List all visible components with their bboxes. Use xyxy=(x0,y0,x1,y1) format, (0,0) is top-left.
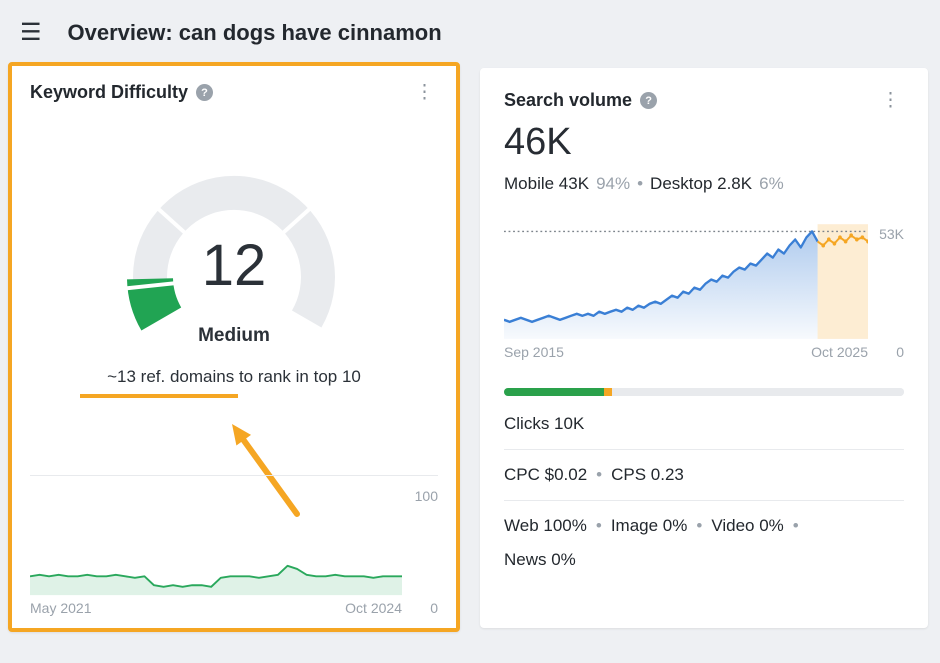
kd-difficulty-label: Medium xyxy=(198,325,270,346)
kd-value: 12 xyxy=(201,233,267,298)
divider xyxy=(504,500,904,501)
sv-peak-label: 53K xyxy=(879,226,904,242)
kd-x-axis-start: May 2021 xyxy=(30,600,92,616)
sv-x-axis: Sep 2015 Oct 2025 xyxy=(504,344,868,362)
bullet-separator: • xyxy=(696,516,703,535)
web-percent: Web 100% xyxy=(504,516,587,535)
kd-x-axis-end: Oct 2024 xyxy=(345,600,402,616)
clicks-value: Clicks 10K xyxy=(504,414,585,433)
forecast-band xyxy=(817,224,868,339)
bullet-separator: • xyxy=(596,465,603,484)
mobile-percent: 94% xyxy=(596,174,631,193)
sv-chart-area-fill xyxy=(504,231,818,339)
clicks-bar-segment-no-click xyxy=(612,388,904,396)
sv-card-title: Search volume xyxy=(504,90,633,110)
image-percent: Image 0% xyxy=(610,516,688,535)
bullet-separator: • xyxy=(637,174,644,193)
kd-ref-domains-note: ~13 ref. domains to rank in top 10 xyxy=(30,367,438,398)
bullet-separator: • xyxy=(792,516,799,535)
desktop-volume: Desktop 2.8K xyxy=(650,174,753,193)
search-volume-value: 46K xyxy=(504,121,572,163)
kd-chart-area-fill xyxy=(30,565,402,596)
serp-types-row: Web 100% • Image 0% • Video 0% • xyxy=(504,516,904,536)
kd-x-axis: May 2021 Oct 2024 xyxy=(30,600,402,618)
help-icon[interactable]: ? xyxy=(640,92,658,109)
sv-y-axis-min: 0 xyxy=(896,344,904,360)
annotation-underline xyxy=(80,394,238,398)
divider xyxy=(504,449,904,450)
page-title: Overview: can dogs have cinnamon xyxy=(67,20,442,45)
serp-types-row-2: News 0% xyxy=(504,550,904,570)
kd-history-chart xyxy=(30,564,402,596)
search-volume-card: Search volume ? ⋮ 46K Mobile 43K 94% • D… xyxy=(480,68,928,628)
cps-value: CPS 0.23 xyxy=(611,465,684,484)
gauge-segment-separators xyxy=(124,201,318,291)
gauge-track-arc xyxy=(133,176,335,328)
search-volume-chart xyxy=(504,224,868,339)
cpc-value: CPC $0.02 xyxy=(504,465,588,484)
gauge-value-arc xyxy=(127,277,182,331)
kebab-menu-icon[interactable]: ⋮ xyxy=(881,90,900,111)
news-percent: News 0% xyxy=(504,550,576,569)
kd-gauge: 12 Medium xyxy=(104,165,364,365)
sv-history-section: 53K Sep 2015 Oct 2025 0 xyxy=(504,218,904,362)
video-percent: Video 0% xyxy=(711,516,784,535)
clicks-distribution-bar xyxy=(504,388,904,396)
sv-x-axis-start: Sep 2015 xyxy=(504,344,564,360)
kd-gauge-svg xyxy=(124,176,335,331)
desktop-percent: 6% xyxy=(759,174,784,193)
help-icon[interactable]: ? xyxy=(196,84,214,101)
sv-chart-line xyxy=(504,230,819,324)
kd-chart-line xyxy=(30,564,402,588)
kd-y-axis-max: 100 xyxy=(414,488,438,504)
kd-y-axis-min: 0 xyxy=(430,600,438,616)
kd-ref-domains-text: ~13 ref. domains to rank in top 10 xyxy=(107,367,361,386)
kd-history-section: 100 May 2021 Oct 2024 0 xyxy=(30,475,438,618)
sv-forecast-dots xyxy=(821,233,868,248)
sv-forecast-line xyxy=(817,234,868,247)
kd-card-header: Keyword Difficulty ? ⋮ xyxy=(30,82,438,103)
bullet-separator: • xyxy=(595,516,602,535)
kd-card-title: Keyword Difficulty xyxy=(30,82,189,102)
clicks-bar-segment-paid xyxy=(604,388,612,396)
cpc-cps-row: CPC $0.02 • CPS 0.23 xyxy=(504,465,904,485)
annotation-arrow-icon xyxy=(232,424,300,517)
keyword-difficulty-card: Keyword Difficulty ? ⋮ 12 Medium ~13 ref… xyxy=(8,62,460,632)
sv-x-axis-end: Oct 2025 xyxy=(811,344,868,360)
device-split-row: Mobile 43K 94% • Desktop 2.8K 6% xyxy=(504,174,904,194)
main-content: Keyword Difficulty ? ⋮ 12 Medium ~13 ref… xyxy=(0,58,940,632)
hamburger-menu-icon[interactable]: ☰ xyxy=(20,19,42,46)
clicks-bar-segment-organic xyxy=(504,388,604,396)
top-bar: ☰ Overview: can dogs have cinnamon xyxy=(0,0,940,58)
sv-card-header: Search volume ? ⋮ xyxy=(504,90,904,111)
mobile-volume: Mobile 43K xyxy=(504,174,590,193)
kebab-menu-icon[interactable]: ⋮ xyxy=(415,82,434,103)
